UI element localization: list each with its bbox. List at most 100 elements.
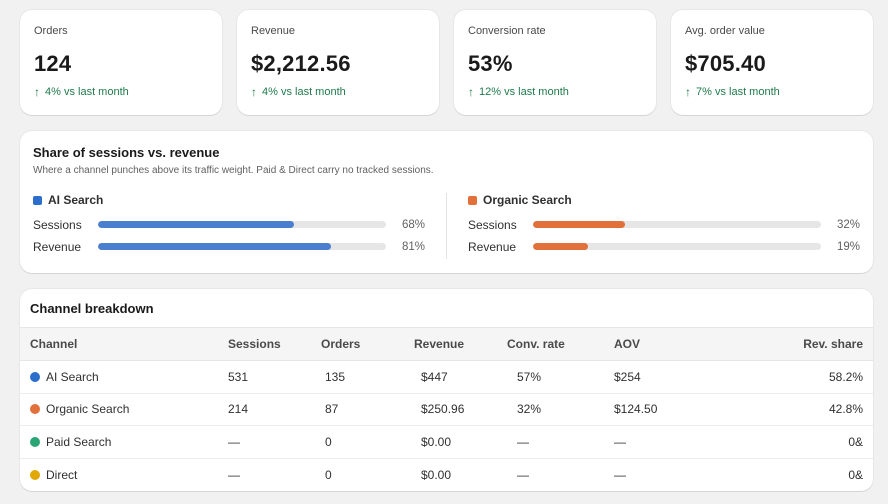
channel-color-swatch: [33, 195, 42, 205]
rev-share-cell: 58.2%: [828, 369, 863, 384]
share-bar-fill: [533, 243, 588, 250]
column-header-rev-share[interactable]: Rev. share: [803, 337, 863, 351]
channel-cell: Paid Search: [20, 426, 228, 459]
share-bar-track: [98, 221, 386, 228]
kpi-label: Revenue: [251, 25, 296, 37]
conv-rate-cell: 32%: [517, 402, 542, 417]
kpi-delta: ↑ 12% vs last month: [468, 85, 642, 99]
share-percent: 81%: [401, 240, 425, 253]
share-bar-fill: [533, 221, 626, 228]
kpi-label: Avg. order value: [685, 25, 765, 37]
kpi-delta: ↑ 4% vs last month: [34, 85, 208, 99]
share-row-label: Revenue: [468, 239, 517, 254]
sessions-cell: 531: [228, 369, 249, 384]
share-row-sessions: Sessions 32%: [468, 217, 860, 232]
share-row-revenue: Revenue 19%: [468, 239, 860, 254]
revenue-cell: $0.00: [421, 434, 452, 449]
kpi-delta: ↑ 7% vs last month: [685, 85, 859, 99]
aov-cell: $254: [614, 369, 641, 384]
table-title: Channel breakdown: [30, 301, 154, 316]
column-header-sessions[interactable]: Sessions: [228, 337, 281, 351]
channel-color-swatch: [468, 195, 477, 205]
table-row: Organic Search 214 87 $250.96 32% $124.5…: [20, 393, 873, 426]
kpi-delta-text: 7% vs last month: [696, 86, 780, 98]
aov-cell: —: [614, 434, 626, 449]
sessions-cell: —: [228, 434, 240, 449]
kpi-delta: ↑ 4% vs last month: [251, 85, 425, 99]
share-percent: 68%: [401, 218, 425, 231]
table-row: AI Search 531 135 $447 57% $254 58.2%: [20, 361, 873, 394]
channel-cell: AI Search: [20, 361, 228, 394]
kpi-delta-text: 12% vs last month: [479, 86, 569, 98]
table-row: Paid Search — 0 $0.00 — — 0&: [20, 426, 873, 459]
column-header-orders[interactable]: Orders: [321, 337, 361, 351]
share-bar-track: [98, 243, 386, 250]
channel-dot-icon: [30, 469, 40, 480]
share-row-label: Sessions: [468, 217, 517, 232]
share-bar-fill: [98, 243, 332, 250]
share-bar-fill: [98, 221, 294, 228]
channel-dot-icon: [30, 436, 40, 447]
share-panel-ai-search: AI Search Sessions 68% Revenue 81%: [33, 193, 425, 254]
arrow-up-icon: ↑: [34, 85, 40, 99]
rev-share-cell: 0&: [848, 434, 863, 449]
channel-name: Paid Search: [46, 434, 112, 449]
aov-cell: $124.50: [614, 402, 658, 417]
share-row-label: Sessions: [33, 217, 82, 232]
arrow-up-icon: ↑: [468, 85, 474, 99]
revenue-cell: $0.00: [421, 467, 452, 482]
kpi-value: 53%: [468, 51, 513, 76]
channel-breakdown-card: Channel breakdown Channel Sessions Order…: [20, 289, 873, 491]
aov-cell: —: [614, 467, 626, 482]
share-row-label: Revenue: [33, 239, 82, 254]
kpi-label: Orders: [34, 25, 68, 37]
arrow-up-icon: ↑: [251, 85, 257, 99]
arrow-up-icon: ↑: [685, 85, 691, 99]
share-bar-track: [533, 243, 821, 250]
share-subtitle: Where a channel punches above its traffi…: [33, 165, 434, 176]
column-header-revenue[interactable]: Revenue: [414, 337, 465, 351]
rev-share-cell: 0&: [848, 467, 863, 482]
share-row-sessions: Sessions 68%: [33, 217, 425, 232]
orders-cell: 0: [325, 434, 332, 449]
share-bar-track: [533, 221, 821, 228]
kpi-card-orders: Orders 124 ↑ 4% vs last month: [20, 10, 222, 115]
panel-header: Organic Search: [468, 193, 860, 207]
panel-header: AI Search: [33, 193, 425, 207]
conv-rate-cell: 57%: [517, 369, 542, 384]
panel-divider: [446, 193, 447, 259]
channel-name: Organic Search: [46, 402, 130, 417]
column-header-channel[interactable]: Channel: [30, 337, 78, 351]
orders-cell: 135: [325, 369, 346, 384]
panel-channel-name: AI Search: [48, 193, 104, 207]
rev-share-cell: 42.8%: [828, 402, 863, 417]
kpi-card-conversion-rate: Conversion rate 53% ↑ 12% vs last month: [454, 10, 656, 115]
table-row: Direct — 0 $0.00 — — 0&: [20, 458, 873, 491]
panel-channel-name: Organic Search: [483, 193, 572, 207]
channel-cell: Direct: [20, 458, 228, 491]
kpi-value: 124: [34, 51, 72, 76]
sessions-cell: 214: [228, 402, 249, 417]
share-panel-organic-search: Organic Search Sessions 32% Revenue 19%: [468, 193, 860, 254]
share-row-revenue: Revenue 81%: [33, 239, 425, 254]
sessions-cell: —: [228, 467, 240, 482]
share-title: Share of sessions vs. revenue: [33, 145, 220, 160]
conv-rate-cell: —: [517, 467, 529, 482]
kpi-card-revenue: Revenue $2,212.56 ↑ 4% vs last month: [237, 10, 439, 115]
channel-dot-icon: [30, 404, 40, 415]
orders-cell: 87: [325, 402, 339, 417]
channel-dot-icon: [30, 371, 40, 382]
kpi-delta-text: 4% vs last month: [45, 86, 129, 98]
column-header-conv-rate[interactable]: Conv. rate: [507, 337, 565, 351]
kpi-delta-text: 4% vs last month: [262, 86, 346, 98]
column-header-aov[interactable]: AOV: [614, 337, 641, 351]
table-header-row: Channel Sessions Orders Revenue Conv. ra…: [20, 327, 873, 361]
kpi-label: Conversion rate: [468, 25, 546, 37]
revenue-cell: $447: [421, 369, 448, 384]
kpi-card-avg-order-value: Avg. order value $705.40 ↑ 7% vs last mo…: [671, 10, 873, 115]
share-percent: 32%: [836, 218, 860, 231]
channel-name: Direct: [46, 467, 78, 482]
share-percent: 19%: [836, 240, 860, 253]
kpi-value: $2,212.56: [251, 51, 351, 76]
orders-cell: 0: [325, 467, 332, 482]
